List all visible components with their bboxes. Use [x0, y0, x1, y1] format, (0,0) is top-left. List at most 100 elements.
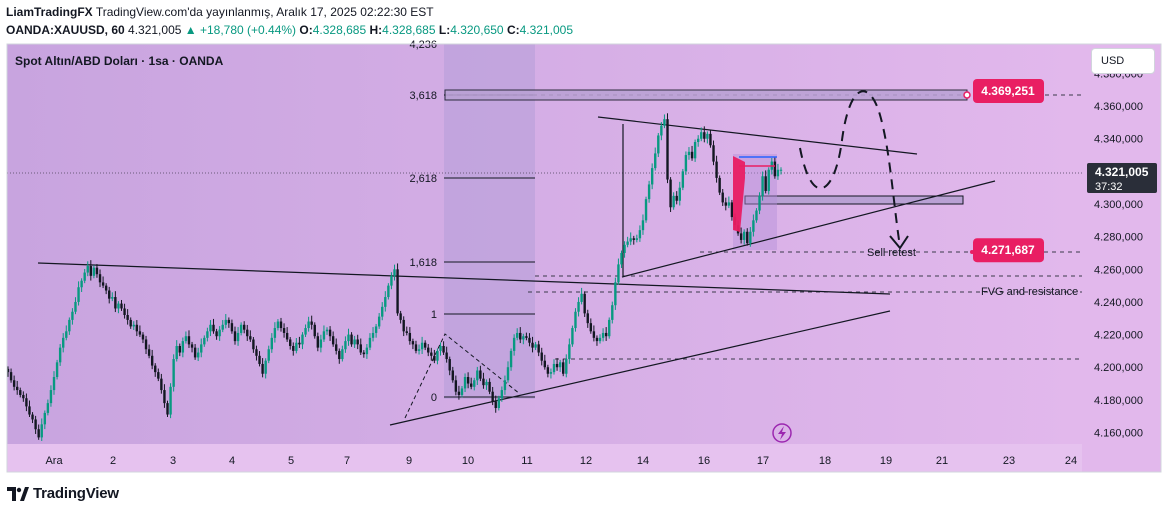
candle-body — [381, 306, 384, 317]
candle-body — [86, 266, 89, 273]
candle-body — [482, 378, 485, 386]
candle-body — [730, 202, 734, 218]
candle-body — [138, 331, 142, 335]
candle-body — [9, 372, 13, 381]
candle-body — [473, 380, 476, 387]
candle-body — [439, 346, 442, 351]
fib-label: 0 — [431, 392, 437, 404]
candle-body — [92, 267, 96, 276]
candle-body — [598, 337, 602, 342]
candle-body — [353, 339, 356, 345]
candle-body — [709, 133, 712, 146]
candle-body — [104, 285, 108, 291]
candle-body — [543, 360, 547, 368]
candle-body — [562, 362, 565, 374]
candle-body — [178, 346, 181, 353]
candle-body — [549, 372, 553, 374]
last-price-badge-box — [1087, 163, 1157, 193]
candle-body — [46, 403, 50, 413]
candle-body — [703, 132, 706, 139]
time-axis-tick: 2 — [110, 455, 116, 467]
chart-background — [7, 44, 1082, 444]
time-axis-tick: 19 — [880, 455, 892, 467]
price-axis-tick: 4.200,000 — [1094, 362, 1143, 374]
last-price-badge: 4.321,005 37:32 — [1087, 163, 1157, 193]
candle-body — [267, 349, 270, 361]
candle-body — [663, 119, 666, 126]
candle-body — [65, 331, 68, 338]
candle-body — [666, 119, 669, 180]
candle-body — [448, 359, 451, 371]
lightning-icon[interactable] — [772, 423, 792, 443]
candle-body — [227, 319, 231, 324]
symbol-label: OANDA:XAUUSD, 60 — [6, 23, 125, 37]
last-price: 4.321,005 — [128, 23, 182, 37]
candle-body — [135, 324, 139, 332]
high-value: 4.328,685 — [382, 23, 436, 37]
candle-body — [347, 334, 350, 342]
trend-line — [389, 310, 891, 426]
candle-body — [150, 355, 154, 366]
time-axis-tick: 21 — [936, 455, 948, 467]
candle-body — [423, 342, 427, 348]
candle-body — [37, 429, 40, 438]
candle-body — [322, 331, 326, 340]
currency-button[interactable]: USD — [1091, 48, 1155, 74]
candle-body — [356, 339, 359, 345]
candle-body — [209, 324, 212, 332]
candle-body — [451, 370, 454, 381]
candle-body — [638, 230, 642, 239]
candle-body — [68, 319, 71, 332]
candle-body — [190, 344, 194, 348]
support-zone — [744, 195, 964, 205]
candle-body — [442, 346, 445, 353]
candle-body — [457, 391, 461, 395]
candle-body — [384, 297, 387, 307]
candle-body — [22, 394, 25, 399]
candle-body — [669, 179, 672, 208]
candle-body — [126, 314, 129, 320]
candle-body — [739, 233, 743, 240]
candle-body — [221, 324, 224, 330]
candle-body — [276, 321, 280, 329]
candle-body — [644, 199, 648, 221]
candle-body — [196, 352, 200, 358]
time-axis-tick: 17 — [757, 455, 769, 467]
publish-date: TradingView.com'da yayınlanmış, Aralık 1… — [95, 5, 434, 19]
candle-body — [111, 297, 114, 299]
candle-body — [252, 339, 255, 350]
candle-body — [430, 352, 433, 356]
price-axis-background — [1082, 44, 1161, 472]
candle-body — [546, 367, 550, 374]
chart-frame — [6, 43, 1162, 473]
candle-body — [635, 238, 639, 240]
candle-body — [181, 341, 185, 353]
candle-body — [641, 220, 645, 231]
candle-body — [279, 321, 283, 329]
candle-body — [224, 319, 227, 325]
time-axis-tick: 14 — [637, 455, 649, 467]
tradingview-logo-icon — [7, 486, 29, 501]
candle-body — [298, 342, 301, 345]
publish-info: LiamTradingFX TradingView.com'da yayınla… — [6, 5, 434, 19]
candle-body — [445, 352, 448, 360]
projection-arrowhead — [889, 235, 909, 250]
candle-body — [577, 301, 580, 312]
price-axis-tick: 4.300,000 — [1094, 199, 1143, 211]
author-name[interactable]: LiamTradingFX — [6, 5, 93, 19]
candle-body — [700, 132, 703, 139]
trend-line — [621, 180, 996, 278]
lightning-icon-bolt — [778, 426, 786, 440]
fib-label: 3,618 — [409, 90, 437, 102]
candle-body — [623, 244, 626, 253]
tradingview-logo[interactable]: TradingView — [7, 485, 119, 502]
level-anchor-dot — [963, 91, 971, 99]
candle-body — [374, 326, 378, 333]
candle-body — [528, 337, 531, 343]
candle-body — [187, 336, 191, 345]
candle-body — [74, 301, 77, 312]
candle-body — [601, 332, 605, 338]
candle-body — [71, 311, 74, 320]
candle-body — [650, 168, 654, 185]
